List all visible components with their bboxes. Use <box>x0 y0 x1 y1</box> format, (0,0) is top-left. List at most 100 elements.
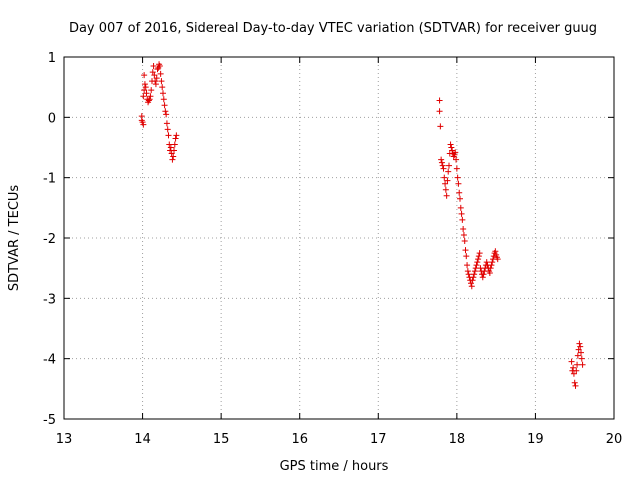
data-point <box>141 87 148 94</box>
data-point <box>438 159 445 166</box>
data-point <box>575 346 582 353</box>
data-point <box>483 259 490 266</box>
data-point <box>453 156 460 163</box>
data-point <box>486 269 493 276</box>
data-point <box>158 78 165 85</box>
data-point <box>153 75 160 82</box>
chart-title: Day 007 of 2016, Sidereal Day-to-day VTE… <box>69 21 597 36</box>
x-tick-label: 14 <box>134 432 151 447</box>
data-point <box>166 141 173 148</box>
data-point <box>149 69 156 76</box>
plot-frame <box>63 56 615 420</box>
data-point <box>577 343 584 350</box>
data-point <box>163 120 170 127</box>
data-point <box>438 156 445 163</box>
data-point <box>454 174 461 181</box>
axis-ticks: 13 14 15 16 17 18 19 20 1 0 -1 -2 -3 -4 -5 <box>43 51 622 447</box>
data-point <box>165 132 172 139</box>
data-point <box>160 90 166 97</box>
data-point <box>574 352 581 359</box>
data-point <box>468 283 475 290</box>
data-point <box>164 126 171 133</box>
data-point <box>172 135 179 142</box>
data-point <box>453 165 460 172</box>
data-point <box>459 216 466 223</box>
data-point <box>474 259 481 266</box>
data-point <box>442 186 449 193</box>
data-point <box>156 63 163 70</box>
data-point <box>157 70 164 77</box>
data-point <box>571 379 578 386</box>
data-point <box>464 262 471 269</box>
y-tick-label: -4 <box>43 353 56 368</box>
data-point <box>141 81 148 88</box>
x-tick-label: 13 <box>56 432 73 447</box>
data-point <box>154 66 161 73</box>
data-point <box>437 123 444 130</box>
data-point <box>152 78 159 85</box>
data-point <box>465 271 472 278</box>
data-point <box>173 132 180 139</box>
data-point <box>159 84 166 91</box>
data-point <box>457 204 464 211</box>
data-point <box>570 364 577 371</box>
data-point <box>140 121 147 128</box>
data-point <box>578 349 584 356</box>
data-point <box>473 262 480 269</box>
data-point <box>162 108 169 115</box>
data-point <box>458 210 465 217</box>
data-point <box>479 274 486 281</box>
data-point <box>572 382 579 389</box>
data-point <box>471 271 478 278</box>
x-tick-label: 20 <box>606 432 623 447</box>
data-point <box>476 250 483 257</box>
data-point <box>576 340 583 347</box>
data-point <box>578 355 585 362</box>
data-point <box>442 180 449 187</box>
data-points <box>138 61 586 389</box>
data-point <box>436 108 443 115</box>
grid <box>64 57 614 419</box>
y-tick-label: 1 <box>48 51 56 66</box>
data-point <box>460 231 467 238</box>
data-point <box>488 262 495 269</box>
data-point <box>443 192 450 199</box>
data-point <box>147 93 154 100</box>
data-point <box>475 256 482 263</box>
data-point <box>151 72 158 79</box>
data-point <box>171 147 177 154</box>
data-point <box>436 97 443 104</box>
data-point <box>573 367 580 374</box>
x-tick-label: 19 <box>527 432 544 447</box>
data-point <box>141 72 148 79</box>
data-point <box>487 265 494 272</box>
data-point <box>140 93 147 100</box>
y-tick-label: -3 <box>43 292 56 307</box>
data-point <box>440 165 447 172</box>
data-point <box>469 277 476 284</box>
data-point <box>480 271 487 278</box>
data-point <box>449 147 456 154</box>
data-point <box>160 96 167 103</box>
data-point <box>470 274 477 281</box>
data-point <box>150 63 157 70</box>
data-point <box>492 248 499 255</box>
data-point <box>445 168 452 175</box>
data-point <box>145 97 152 104</box>
data-point <box>169 156 176 163</box>
data-point <box>462 247 469 254</box>
data-point <box>444 177 451 184</box>
x-tick-label: 16 <box>291 432 308 447</box>
data-point <box>152 81 159 88</box>
y-axis-label: SDTVAR / TECUs <box>7 185 22 292</box>
y-tick-label: -5 <box>43 413 56 428</box>
data-point <box>163 111 170 118</box>
data-point <box>171 141 178 148</box>
data-point <box>170 153 177 160</box>
data-point <box>489 259 496 266</box>
y-tick-label: -1 <box>43 172 56 187</box>
x-axis-label: GPS time / hours <box>280 459 389 474</box>
data-point <box>452 149 459 156</box>
data-point <box>464 268 471 275</box>
x-tick-label: 18 <box>449 432 466 447</box>
